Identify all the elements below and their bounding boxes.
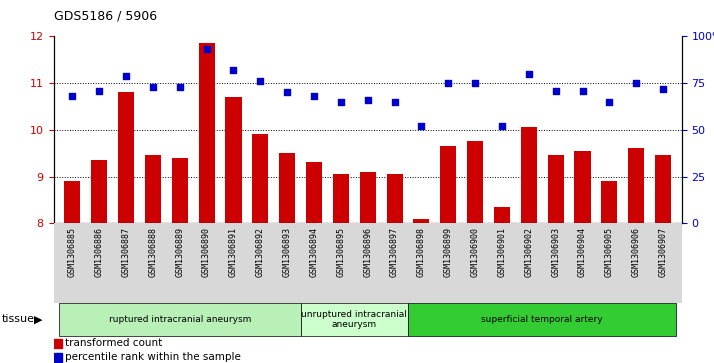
Text: GSM1306903: GSM1306903 xyxy=(551,227,560,277)
Bar xyxy=(171,158,188,223)
Text: GSM1306899: GSM1306899 xyxy=(444,227,453,277)
Point xyxy=(416,123,427,129)
Bar xyxy=(198,43,215,223)
Point xyxy=(443,80,454,86)
Text: GSM1306889: GSM1306889 xyxy=(175,227,184,277)
Point xyxy=(228,67,239,73)
Text: GSM1306900: GSM1306900 xyxy=(471,227,480,277)
Point xyxy=(308,93,320,99)
Bar xyxy=(279,153,295,223)
Point xyxy=(389,99,401,105)
Bar xyxy=(628,148,644,223)
Point xyxy=(201,46,212,52)
Point xyxy=(603,99,615,105)
Text: GSM1306898: GSM1306898 xyxy=(417,227,426,277)
Bar xyxy=(301,303,408,336)
Text: GSM1306906: GSM1306906 xyxy=(632,227,640,277)
Bar xyxy=(118,92,134,223)
Bar xyxy=(521,127,537,223)
Bar xyxy=(386,174,403,223)
Text: GSM1306901: GSM1306901 xyxy=(498,227,506,277)
Bar xyxy=(64,181,81,223)
Point xyxy=(496,123,508,129)
Point xyxy=(362,97,373,103)
Text: GSM1306890: GSM1306890 xyxy=(202,227,211,277)
Text: percentile rank within the sample: percentile rank within the sample xyxy=(65,352,241,362)
Point xyxy=(577,87,588,93)
Bar xyxy=(413,219,429,223)
Point xyxy=(335,99,346,105)
Text: GSM1306907: GSM1306907 xyxy=(658,227,668,277)
Text: GSM1306892: GSM1306892 xyxy=(256,227,265,277)
Bar xyxy=(91,160,107,223)
Text: GSM1306904: GSM1306904 xyxy=(578,227,587,277)
Text: GSM1306902: GSM1306902 xyxy=(524,227,533,277)
Bar xyxy=(54,339,63,348)
Text: GSM1306896: GSM1306896 xyxy=(363,227,372,277)
Text: GSM1306895: GSM1306895 xyxy=(336,227,346,277)
Bar xyxy=(226,97,241,223)
Point xyxy=(94,87,105,93)
Text: GSM1306886: GSM1306886 xyxy=(95,227,104,277)
Point xyxy=(174,84,186,90)
Text: GDS5186 / 5906: GDS5186 / 5906 xyxy=(54,9,156,22)
Bar xyxy=(306,163,322,223)
Bar xyxy=(467,142,483,223)
Text: GSM1306905: GSM1306905 xyxy=(605,227,614,277)
Text: superficial temporal artery: superficial temporal artery xyxy=(481,315,603,324)
Bar xyxy=(145,155,161,223)
Bar xyxy=(548,155,564,223)
Bar xyxy=(252,134,268,223)
Point xyxy=(66,93,78,99)
Point xyxy=(147,84,159,90)
Text: ▶: ▶ xyxy=(34,314,43,325)
Text: GSM1306887: GSM1306887 xyxy=(121,227,131,277)
Point xyxy=(523,71,535,77)
Bar xyxy=(441,146,456,223)
Text: tissue: tissue xyxy=(1,314,34,325)
Point xyxy=(469,80,481,86)
Bar xyxy=(655,155,671,223)
Bar xyxy=(601,181,618,223)
Point xyxy=(630,80,642,86)
Point xyxy=(658,86,669,91)
Text: GSM1306888: GSM1306888 xyxy=(149,227,157,277)
Bar xyxy=(54,353,63,362)
Point xyxy=(550,87,561,93)
Text: GSM1306897: GSM1306897 xyxy=(390,227,399,277)
Point xyxy=(281,90,293,95)
Text: ruptured intracranial aneurysm: ruptured intracranial aneurysm xyxy=(109,315,251,324)
Bar xyxy=(333,174,349,223)
Bar xyxy=(494,207,510,223)
Bar xyxy=(575,151,590,223)
Text: GSM1306885: GSM1306885 xyxy=(68,227,77,277)
Text: unruptured intracranial
aneurysm: unruptured intracranial aneurysm xyxy=(301,310,407,329)
Bar xyxy=(360,172,376,223)
Text: GSM1306894: GSM1306894 xyxy=(309,227,318,277)
Bar xyxy=(408,303,676,336)
Text: transformed count: transformed count xyxy=(65,338,163,348)
Bar xyxy=(59,303,301,336)
Point xyxy=(121,73,132,78)
Text: GSM1306891: GSM1306891 xyxy=(229,227,238,277)
Text: GSM1306893: GSM1306893 xyxy=(283,227,291,277)
Point xyxy=(255,78,266,84)
